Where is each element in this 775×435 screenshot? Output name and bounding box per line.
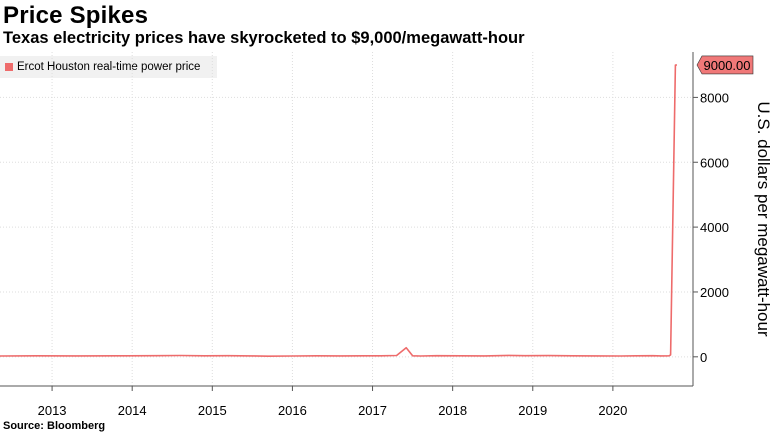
x-tick-label: 2013 [38,403,67,418]
y-axis-label: U.S. dollars per megawatt-hour [754,101,773,337]
value-annotation-tag [696,55,754,75]
x-tick-label: 2018 [438,403,467,418]
series-line [0,64,677,358]
y-tick-label: 0 [700,350,707,365]
y-tick-label: 4000 [700,220,729,235]
value-annotation-label: 9000.00 [704,58,751,73]
chart-title: Price Spikes [3,2,149,29]
legend-label: Ercot Houston real-time power price [17,61,201,73]
x-tick-label: 2015 [198,403,227,418]
x-tick-label: 2016 [278,403,307,418]
x-tick-label: 2017 [358,403,387,418]
legend: Ercot Houston real-time power price [0,56,217,78]
source-note: Source: Bloomberg [3,420,106,432]
y-tick-label: 6000 [700,155,729,170]
legend-swatch [5,63,13,71]
x-tick-label: 2014 [118,403,147,418]
y-tick-label: 8000 [700,90,729,105]
y-tick-label: 2000 [700,285,729,300]
chart-subtitle: Texas electricity prices have skyrockete… [3,29,525,47]
x-tick-label: 2020 [598,403,627,418]
x-tick-label: 2019 [518,403,547,418]
